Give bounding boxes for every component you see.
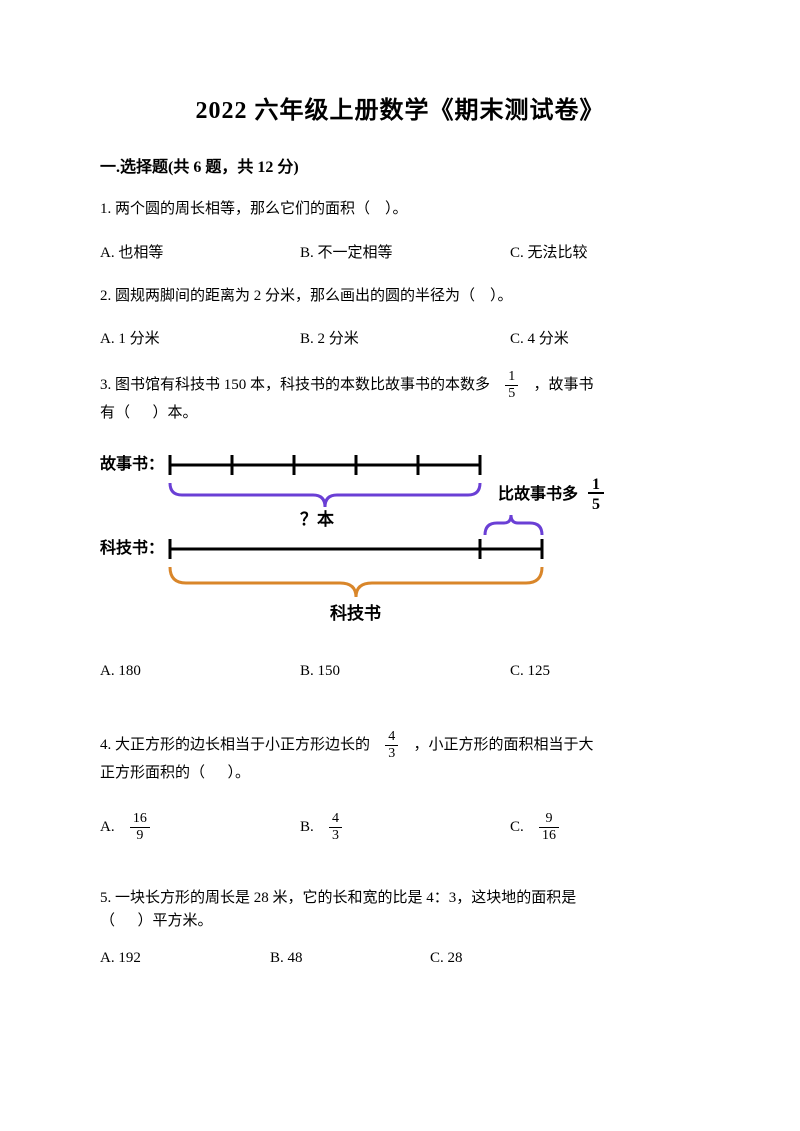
q3-diagram: 故事书： ？本 比故事书多 1 5 [100, 445, 700, 635]
q2-stem-b: ）。 [490, 288, 513, 304]
q3-option-a: A. 180 [100, 663, 300, 680]
q1-option-a: A. 也相等 [100, 241, 300, 262]
q2-option-c: C. 4 分米 [510, 327, 690, 348]
q3-stem-a: 3. 图书馆有科技书 150 本，科技书的本数比故事书的本数多 [100, 377, 490, 393]
q3-line2-b: ）本。 [153, 405, 198, 421]
question-5: 5. 一块长方形的周长是 28 米，它的长和宽的比是 4：3，这块地的面积是 （… [100, 887, 700, 932]
q4-stem-a: 4. 大正方形的边长相当于小正方形边长的 [100, 736, 370, 752]
q3-fraction: 15 [505, 370, 518, 401]
q4-options: A. 169 B. 43 C. 916 [100, 812, 700, 843]
q4-fraction: 43 [385, 730, 398, 761]
q5-option-c: C. 28 [430, 950, 590, 967]
bottom-label: 科技书 [330, 603, 381, 623]
q5-option-a: A. 192 [100, 950, 270, 967]
q4b-fraction: 43 [329, 812, 342, 843]
q4-line2-a: 正方形面积的（ [100, 765, 205, 781]
tech-bar [170, 539, 542, 559]
q4-option-b: B. 43 [300, 812, 510, 843]
q3-options: A. 180 B. 150 C. 125 [100, 663, 700, 680]
orange-brace-bottom [170, 567, 542, 597]
question-2: 2. 圆规两脚间的距离为 2 分米，那么画出的圆的半径为（ ）。 [100, 284, 700, 310]
q4-line2-b: ）。 [228, 765, 251, 781]
tech-label: 科技书： [100, 538, 164, 557]
purple-brace-small [485, 515, 542, 535]
more-text: 比故事书多 [498, 484, 578, 503]
svg-text:1: 1 [592, 476, 600, 493]
q1-stem-a: 1. 两个圆的周长相等，那么它们的面积（ [100, 201, 370, 217]
question-1: 1. 两个圆的周长相等，那么它们的面积（ ）。 [100, 197, 700, 223]
q2-option-a: A. 1 分米 [100, 327, 300, 348]
question-4: 4. 大正方形的边长相当于小正方形边长的 43 ，小正方形的面积相当于大 正方形… [100, 730, 700, 787]
q4c-fraction: 916 [539, 812, 559, 843]
bar-diagram-svg: 故事书： ？本 比故事书多 1 5 [100, 445, 660, 635]
q1-option-b: B. 不一定相等 [300, 241, 510, 262]
q2-options: A. 1 分米 B. 2 分米 C. 4 分米 [100, 327, 700, 348]
exam-page: 2022 六年级上册数学《期末测试卷》 一.选择题(共 6 题，共 12 分) … [0, 0, 800, 1131]
section-1-heading: 一.选择题(共 6 题，共 12 分) [100, 153, 700, 177]
q1-options: A. 也相等 B. 不一定相等 C. 无法比较 [100, 241, 700, 262]
q4-option-a: A. 169 [100, 812, 300, 843]
q5-line2-a: （ [100, 913, 115, 929]
purple-brace-top [170, 483, 480, 507]
story-bar [170, 455, 480, 475]
q1-option-c: C. 无法比较 [510, 241, 690, 262]
question-3: 3. 图书馆有科技书 150 本，科技书的本数比故事书的本数多 15 ，故事书 … [100, 370, 700, 427]
q5-option-b: B. 48 [270, 950, 430, 967]
q3-option-c: C. 125 [510, 663, 690, 680]
q5-line2-b: ）平方米。 [138, 913, 213, 929]
q1-stem-b: ）。 [385, 201, 408, 217]
q-label: ？本 [300, 509, 334, 529]
q4a-fraction: 169 [130, 812, 150, 843]
q4-option-c: C. 916 [510, 812, 690, 843]
q2-stem-a: 2. 圆规两脚间的距离为 2 分米，那么画出的圆的半径为（ [100, 288, 475, 304]
q5-options: A. 192 B. 48 C. 28 [100, 950, 700, 967]
page-title: 2022 六年级上册数学《期末测试卷》 [100, 90, 700, 125]
more-fraction: 1 5 [588, 476, 604, 513]
q3-option-b: B. 150 [300, 663, 510, 680]
story-label: 故事书： [100, 454, 164, 473]
q3-stem-b: ，故事书 [534, 377, 594, 393]
q4-stem-b: ，小正方形的面积相当于大 [414, 736, 594, 752]
svg-text:5: 5 [592, 496, 600, 513]
q3-line2-a: 有（ [100, 405, 130, 421]
q2-option-b: B. 2 分米 [300, 327, 510, 348]
q5-stem-a: 5. 一块长方形的周长是 28 米，它的长和宽的比是 4：3，这块地的面积是 [100, 890, 576, 906]
